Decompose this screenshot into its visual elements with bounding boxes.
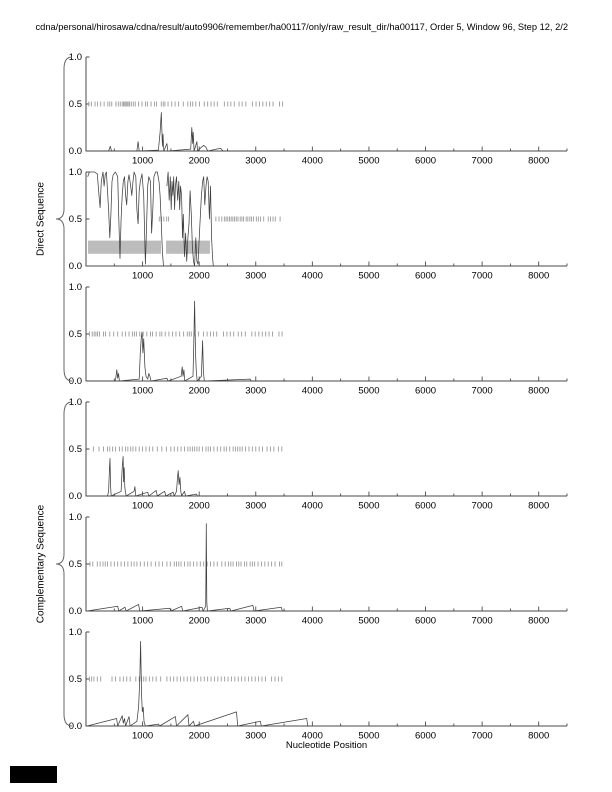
probability-curve (87, 300, 287, 382)
x-tick-label: 4000 (302, 156, 323, 167)
coding-region-bar (87, 240, 161, 254)
x-tick-label: 5000 (358, 731, 379, 742)
x-tick-label: 6000 (415, 156, 436, 167)
probability-curve (87, 641, 311, 727)
panel-axis (85, 517, 567, 612)
x-tick-label: 3000 (245, 156, 266, 167)
panel-axis (85, 402, 567, 497)
page-title: cdna/personal/hirosawa/cdna/result/auto9… (35, 22, 568, 32)
x-tick-label: 5000 (358, 616, 379, 627)
x-tick-label: 6000 (415, 386, 436, 397)
x-tick-label: 2000 (189, 731, 210, 742)
x-tick-label: 5000 (358, 156, 379, 167)
probability-curve (87, 523, 287, 612)
x-tick-label: 1000 (132, 156, 153, 167)
x-tick-label: 1000 (132, 386, 153, 397)
x-tick-label: 7000 (472, 616, 493, 627)
x-tick-label: 2000 (189, 156, 210, 167)
y-tick-label: 1.0 (69, 282, 82, 293)
y-tick-label: 0.0 (69, 491, 82, 502)
x-axis-title: Nucleotide Position (285, 740, 368, 751)
probability-curve (87, 112, 287, 152)
group-brace (55, 401, 73, 727)
x-tick-label: 5000 (358, 386, 379, 397)
x-tick-label: 1000 (132, 271, 153, 282)
x-tick-label: 6000 (415, 501, 436, 512)
y-tick-label: 1.0 (69, 512, 82, 523)
probability-curve (166, 171, 214, 267)
y-tick-label: 0.0 (69, 146, 82, 157)
x-tick-label: 4000 (302, 501, 323, 512)
x-tick-label: 7000 (472, 501, 493, 512)
x-tick-label: 3000 (245, 731, 266, 742)
y-tick-label: 0.5 (69, 99, 82, 110)
probability-curve (87, 456, 287, 497)
group-brace (55, 56, 73, 382)
x-tick-label: 6000 (415, 616, 436, 627)
y-tick-label: 0.0 (69, 721, 82, 732)
x-tick-label: 3000 (245, 271, 266, 282)
x-tick-label: 7000 (472, 731, 493, 742)
x-tick-label: 8000 (528, 386, 549, 397)
x-tick-label: 7000 (472, 271, 493, 282)
y-tick-label: 1.0 (69, 627, 82, 638)
x-tick-label: 6000 (415, 731, 436, 742)
x-tick-label: 4000 (302, 271, 323, 282)
y-tick-label: 0.5 (69, 444, 82, 455)
page-corner-marker (10, 766, 57, 783)
panel-axis (85, 287, 567, 382)
probability-curve (87, 171, 164, 267)
x-tick-label: 7000 (472, 386, 493, 397)
x-tick-label: 3000 (245, 616, 266, 627)
y-tick-label: 0.5 (69, 214, 82, 225)
x-tick-label: 2000 (189, 386, 210, 397)
x-tick-label: 4000 (302, 616, 323, 627)
group-label-direct-sequence: Direct Sequence (35, 182, 47, 256)
x-tick-label: 5000 (358, 271, 379, 282)
x-tick-label: 1000 (132, 616, 153, 627)
x-tick-label: 6000 (415, 271, 436, 282)
x-tick-label: 2000 (189, 501, 210, 512)
x-tick-label: 4000 (302, 731, 323, 742)
y-tick-label: 1.0 (69, 52, 82, 63)
x-tick-label: 8000 (528, 616, 549, 627)
y-tick-label: 0.5 (69, 674, 82, 685)
x-tick-label: 3000 (245, 501, 266, 512)
x-tick-label: 8000 (528, 731, 549, 742)
y-tick-label: 0.5 (69, 559, 82, 570)
y-tick-label: 0.0 (69, 376, 82, 387)
x-tick-label: 3000 (245, 386, 266, 397)
y-tick-label: 0.5 (69, 329, 82, 340)
x-tick-label: 5000 (358, 501, 379, 512)
group-label-complementary-sequence: Complementary Sequence (35, 504, 47, 624)
y-tick-label: 1.0 (69, 167, 82, 178)
x-tick-label: 7000 (472, 156, 493, 167)
x-tick-label: 2000 (189, 271, 210, 282)
y-tick-label: 0.0 (69, 606, 82, 617)
x-tick-label: 8000 (528, 156, 549, 167)
y-tick-label: 1.0 (69, 397, 82, 408)
x-tick-label: 2000 (189, 616, 210, 627)
panel-axis (85, 57, 567, 152)
x-tick-label: 4000 (302, 386, 323, 397)
x-tick-label: 8000 (528, 271, 549, 282)
x-tick-label: 1000 (132, 731, 153, 742)
panel-axis (85, 632, 567, 727)
x-tick-label: 1000 (132, 501, 153, 512)
y-tick-label: 0.0 (69, 261, 82, 272)
x-tick-label: 8000 (528, 501, 549, 512)
